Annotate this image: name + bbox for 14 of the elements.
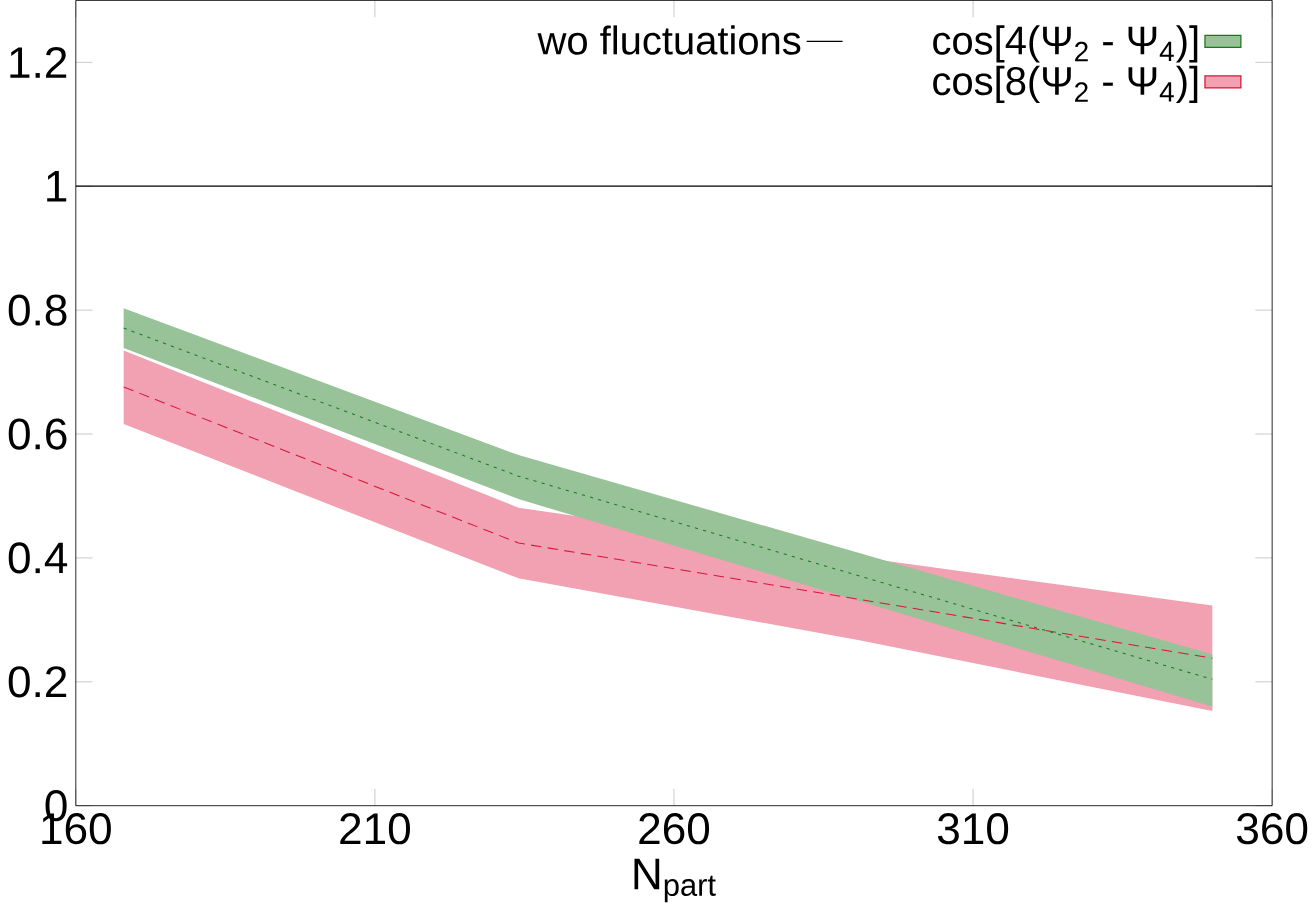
y-tick-label: 1 (47, 171, 67, 202)
x-tick-label: 310 (937, 813, 1009, 845)
x-tick-label: 210 (340, 813, 410, 845)
y-tick-label: 0.4 (8, 542, 68, 574)
y-tick-label: 0.6 (8, 418, 67, 450)
legend-label: wo fluctuations (537, 25, 801, 55)
x-tick-label: 360 (1237, 813, 1308, 845)
x-tick-label: 260 (639, 813, 710, 845)
legend-label: cos[4(Ψ$_{2}$ - Ψ$_{4}$)] (933, 25, 1198, 63)
legend-label: cos[8(Ψ$_{2}$ - Ψ$_{4}$)] (933, 65, 1198, 104)
y-tick-label: 0.2 (8, 666, 67, 698)
y-tick-label: 0.8 (8, 294, 67, 326)
x-axis-title: N$_{part}$ (634, 858, 716, 903)
y-tick-label: 1.2 (10, 46, 67, 78)
